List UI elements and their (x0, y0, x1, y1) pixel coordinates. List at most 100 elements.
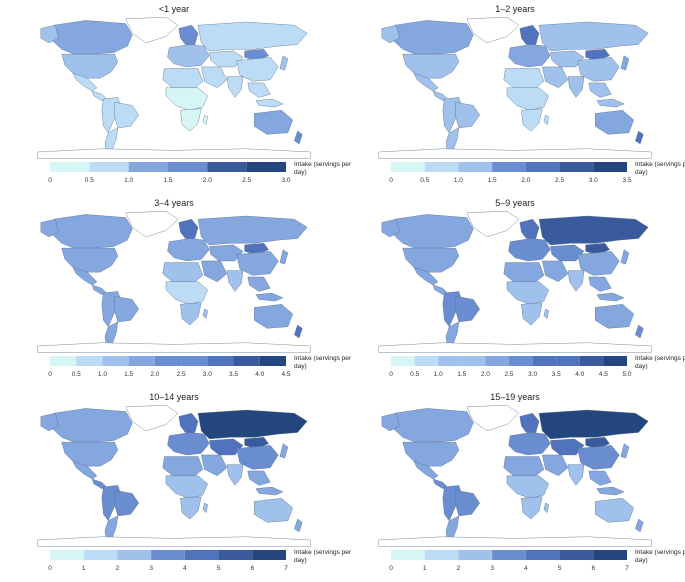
region-southeast-asia (588, 276, 612, 292)
region-japan (279, 249, 289, 265)
region-scandinavia (178, 413, 199, 433)
legend-swatch (579, 356, 604, 366)
legend-tick-label: 1.0 (434, 371, 443, 378)
legend-swatch (151, 550, 185, 560)
legend-swatch (181, 356, 208, 366)
world-map (378, 17, 652, 159)
region-new-zealand (635, 324, 644, 339)
region-usa (61, 247, 119, 273)
region-central-asia (209, 50, 244, 68)
legend-tick-label: 0 (48, 565, 52, 572)
region-alaska (40, 412, 59, 432)
region-brazil (455, 102, 480, 129)
legend-tick-label: 4.5 (599, 371, 608, 378)
region-greenland (125, 405, 179, 432)
region-russia (197, 409, 308, 440)
legend-tick-label: 1.0 (454, 177, 463, 184)
region-middle-east (542, 66, 569, 89)
region-usa (61, 53, 119, 79)
region-alaska (381, 412, 400, 432)
legend-tick-label: 0.5 (85, 177, 94, 184)
legend-tick-label: 3.5 (229, 371, 238, 378)
region-usa (402, 53, 460, 79)
legend-tick-label: 2.0 (521, 177, 530, 184)
region-japan (279, 55, 289, 71)
map-panel: 5–9 years 0 0.5 1.0 1.5 2.0 2.5 3.0 3.5 4.0 4.5 5.0… (345, 196, 685, 388)
legend-swatch (50, 356, 77, 366)
region-indonesia (255, 486, 284, 496)
region-greenland (125, 17, 179, 44)
panel-title: 1–2 years (495, 4, 535, 14)
legend-swatch (50, 550, 84, 560)
color-legend: 0 1 2 3 4 5 6 7 Intake (servings per day) (4, 548, 351, 578)
region-central-asia (550, 244, 585, 262)
legend-bar: 0 0.5 1.0 1.5 2.0 2.5 3.0 3.5 (389, 162, 632, 184)
legend-swatch (50, 162, 90, 172)
legend-tick-label: 0 (389, 371, 393, 378)
region-china (577, 251, 620, 276)
legend-tick-label: 1.5 (488, 177, 497, 184)
legend-swatch (485, 356, 509, 366)
region-middle-east (542, 260, 569, 283)
region-middle-east (201, 454, 228, 477)
legend-tick-label: 2.5 (177, 371, 186, 378)
map-panel: 3–4 years 0 0.5 1.0 1.5 2.0 2.5 3.0 3.5 4.0 4.5 Int… (4, 196, 351, 388)
region-southern-africa (180, 302, 202, 326)
region-india (226, 464, 244, 486)
legend-tick-label: 5.0 (622, 371, 631, 378)
legend-tick-label: 1.5 (163, 177, 172, 184)
region-brazil (455, 296, 480, 323)
region-antarctica (37, 536, 311, 547)
legend-tick-label: 4 (183, 565, 187, 572)
region-russia (197, 21, 308, 52)
region-new-zealand (294, 324, 303, 339)
region-indonesia (255, 98, 284, 108)
region-new-zealand (635, 518, 644, 533)
region-scandinavia (519, 25, 540, 45)
legend-swatch (102, 356, 129, 366)
legend-swatch (593, 550, 627, 560)
legend-swatch (391, 550, 425, 560)
color-legend: 0 0.5 1.0 1.5 2.0 2.5 3.0 3.5 4.0 4.5 Intake (serv… (4, 354, 351, 384)
region-india (226, 76, 244, 98)
color-legend: 0 0.5 1.0 1.5 2.0 2.5 3.0 3.5 4.0 4.5 5.0 Intake (s… (345, 354, 685, 384)
legend-tick-label: 1.5 (124, 371, 133, 378)
region-scandinavia (178, 25, 199, 45)
region-subsaharan-africa (506, 87, 549, 111)
region-china (236, 445, 279, 470)
legend-tick-label: 3.5 (552, 371, 561, 378)
legend-swatch (184, 550, 219, 560)
legend-tick-label: 7 (284, 565, 288, 572)
legend-tick-label: 4.0 (575, 371, 584, 378)
region-japan (620, 249, 630, 265)
region-north-africa (503, 68, 545, 89)
panel-title: 5–9 years (495, 198, 535, 208)
region-antarctica (378, 536, 652, 547)
region-indonesia (255, 292, 284, 302)
region-central-asia (209, 244, 244, 262)
region-southeast-asia (588, 470, 612, 486)
legend-tick-label: 1 (423, 565, 427, 572)
legend-tick-label: 5 (558, 565, 562, 572)
region-middle-east (201, 260, 228, 283)
region-scandinavia (519, 413, 540, 433)
region-canada (390, 408, 474, 443)
region-madagascar (202, 114, 208, 126)
region-antarctica (378, 148, 652, 159)
legend-bar: 0 0.5 1.0 1.5 2.0 2.5 3.0 (48, 162, 291, 184)
region-canada (49, 408, 133, 443)
region-north-africa (162, 68, 204, 89)
legend-swatch (458, 162, 493, 172)
region-greenland (466, 211, 520, 238)
legend-swatch (391, 356, 415, 366)
region-southeast-asia (247, 470, 271, 486)
region-indonesia (596, 98, 625, 108)
legend-swatch (89, 162, 129, 172)
region-brazil (114, 490, 139, 517)
legend-title: Intake (servings per day) (635, 549, 685, 564)
region-central-asia (550, 50, 585, 68)
region-central-asia (209, 438, 244, 456)
panel-title: 15–19 years (490, 392, 540, 402)
region-canada (390, 20, 474, 55)
region-southern-africa (521, 496, 543, 520)
